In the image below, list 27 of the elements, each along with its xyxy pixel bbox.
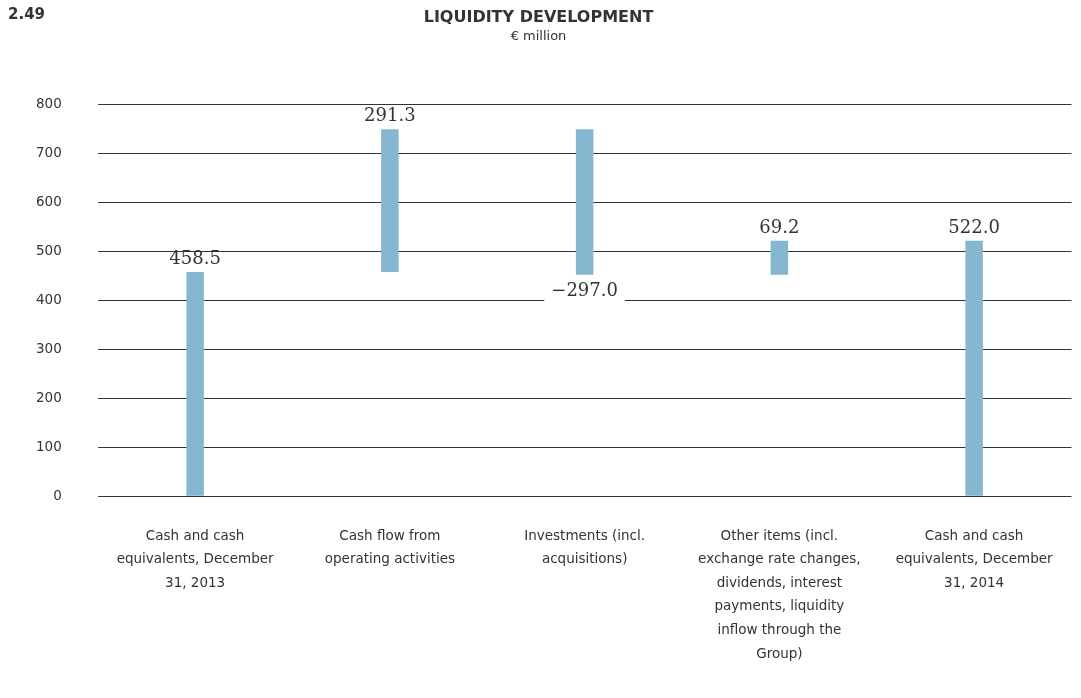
y-tick-label: 800 xyxy=(35,95,62,112)
y-tick-label: 700 xyxy=(35,144,62,161)
data-label: 522.0 xyxy=(948,215,1000,237)
chart-title: LIQUIDITY DEVELOPMENT xyxy=(423,6,654,26)
bar xyxy=(381,129,399,272)
x-tick-label: Other items (incl. exchange rate changes, dividends, interest payments, liquidity inflow through the Group) xyxy=(698,526,861,661)
data-label: 458.5 xyxy=(169,246,221,268)
y-tick-label: 300 xyxy=(35,339,62,356)
x-tick-label: Investments (incl. acquisitions) xyxy=(524,526,646,567)
bar xyxy=(186,271,204,496)
bar xyxy=(965,240,983,496)
x-tick-label: Cash and cash equivalents, December 31, 2014 xyxy=(895,526,1054,590)
y-tick-label: 0 xyxy=(53,486,62,503)
data-label: 291.3 xyxy=(364,104,416,126)
chart-subtitle: € million xyxy=(510,28,567,44)
y-tick-label: 400 xyxy=(35,291,62,308)
x-tick-label: Cash and cash equivalents, December 31, 2013 xyxy=(116,526,275,590)
y-tick-label: 500 xyxy=(35,242,62,259)
bar xyxy=(770,240,789,275)
y-tick-label: 100 xyxy=(35,437,62,454)
y-tick-label: 600 xyxy=(35,193,62,210)
data-label: −297.0 xyxy=(551,279,618,301)
x-tick-label: Cash flow from operating activities xyxy=(324,526,456,567)
data-label: 69.2 xyxy=(759,215,800,237)
y-tick-label: 200 xyxy=(35,388,62,405)
bar xyxy=(575,129,594,275)
text: 2.49 xyxy=(8,5,46,24)
